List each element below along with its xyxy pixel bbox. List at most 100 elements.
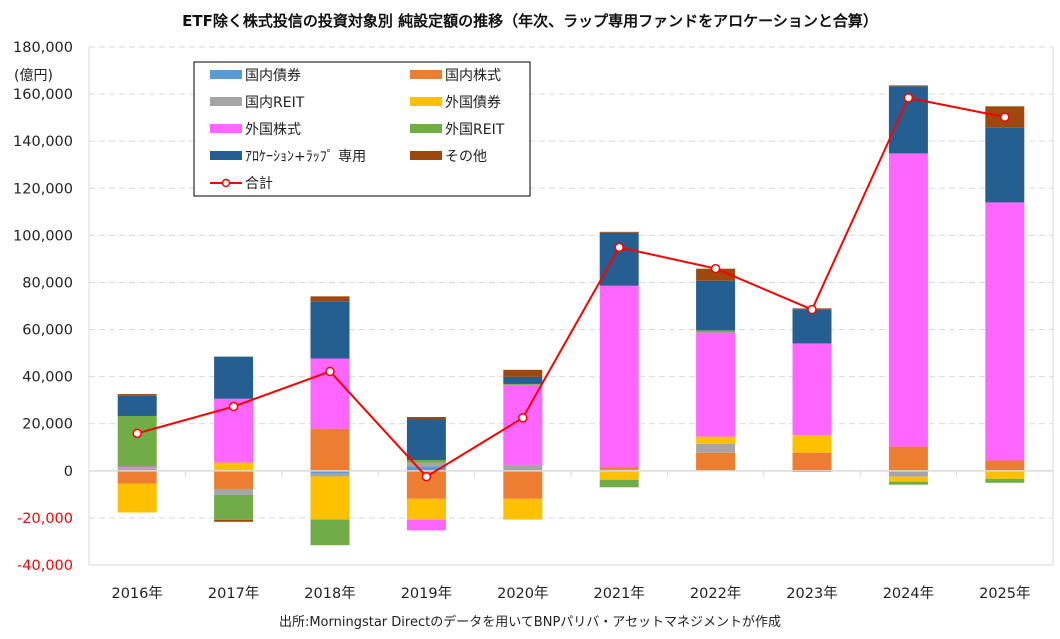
legend-swatch [210,151,242,160]
bar-segment [985,127,1025,203]
legend-label: 国内債券 [245,68,301,84]
bar-segment [310,296,350,302]
bar-segment [599,470,639,480]
bar-segment [599,285,639,468]
legend-swatch [410,97,442,106]
bar-segment [599,479,639,488]
bar-segment [214,462,254,471]
y-tick-label: 100,000 [13,228,73,244]
total-line-point [132,428,142,439]
y-tick-label: 60,000 [22,323,73,339]
bar-segment [214,470,254,489]
bar-segment [117,483,157,513]
bar-segment [888,446,928,471]
legend-swatch [210,124,242,133]
y-tick-label: 20,000 [22,417,73,433]
bar-segment [696,332,736,437]
legend-line-marker [221,178,231,188]
legend-swatch [210,97,242,106]
y-tick-label: 0 [64,464,73,480]
total-line-point [228,401,239,412]
total-line-point [614,242,624,253]
bar-segment [310,470,350,474]
bar-segment [406,462,446,467]
bar-segment [792,309,832,344]
bar-segment [985,470,1025,479]
bar-segment [985,202,1025,461]
x-tick-label: 2016年 [111,585,162,602]
bar-segment [792,452,832,471]
x-tick-label: 2023年 [786,585,837,602]
bar-segment [696,443,736,453]
bar-segment [406,466,446,471]
total-line-point [903,93,914,103]
bar-segment [888,153,928,447]
total-line-point [421,471,432,482]
bar-segment [696,330,736,333]
total-line-point [1000,112,1010,122]
legend-swatch [410,70,442,79]
bar-segment [792,435,832,453]
bar-segment [117,415,157,467]
bar-segment [696,436,736,444]
x-tick-label: 2021年 [593,585,644,602]
bar-segment [214,494,254,520]
total-line-point [710,263,721,274]
bar-segment [503,369,543,377]
source-note: 出所:Morningstar Directのデータを用いてBNPパリバ・アセット… [279,614,781,630]
total-line-point [325,366,335,377]
legend-label: その他 [445,149,487,165]
bar-segment [406,498,446,520]
legend-label: 合計 [245,176,273,192]
y-tick-label: 180,000 [13,40,73,56]
y-tick-label: -20,000 [17,511,73,527]
bar-segment [888,476,928,482]
bar-segment [214,519,254,522]
bar-segment [503,498,543,520]
bar-segment [117,468,157,471]
bar-segment [310,476,350,520]
y-tick-label: 120,000 [13,181,73,197]
x-tick-label: 2019年 [401,585,452,602]
x-tick-label: 2018年 [304,585,355,602]
x-tick-label: 2017年 [208,585,259,602]
bar-segment [310,301,350,359]
bar-segment [696,280,736,331]
total-line-path [136,96,1005,478]
bar-segment [985,478,1025,483]
legend-label: 国内株式 [445,68,501,84]
x-tick-label: 2024年 [883,585,934,602]
x-tick-label: 2022年 [690,585,741,602]
legend-label: 外国債券 [445,95,501,111]
bar-segment [214,488,254,495]
bar-segment [406,459,446,463]
legend-swatch [410,151,442,160]
bar-segment [310,473,350,477]
total-line-point [807,304,817,315]
y-tick-label: 40,000 [22,370,73,386]
bar-segment [696,452,736,471]
bar-segment [406,417,446,420]
legend-label: ｱﾛｹｰｼｮﾝ+ﾗｯﾌﾟ 専用 [245,149,366,165]
legend-swatch [410,124,442,133]
bar-segment [310,519,350,546]
y-tick-label: -40,000 [17,558,73,574]
bar-segment [117,395,157,416]
bar-segment [214,356,254,399]
bar-segment [503,470,543,499]
legend-label: 国内REIT [245,95,305,111]
legend-label: 外国REIT [445,122,505,138]
bar-segment [503,376,543,384]
bar-segment [792,343,832,436]
bar-segment [888,481,928,485]
bar-segment [117,466,157,469]
y-tick-label: 80,000 [22,275,73,291]
bar-segment [503,384,543,465]
total-line [132,93,1010,482]
bar-segment [599,467,639,470]
bar-segment [888,470,928,477]
bar-segment [117,394,157,396]
bar-segment [888,85,928,87]
